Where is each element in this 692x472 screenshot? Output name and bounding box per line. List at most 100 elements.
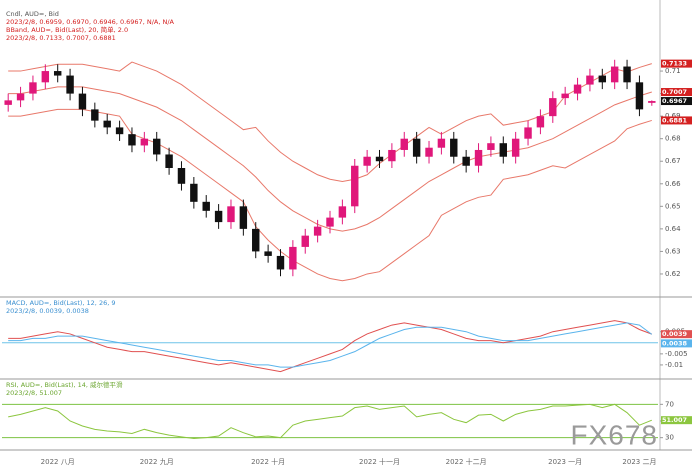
candle-body	[202, 201, 210, 211]
candle-body	[549, 98, 557, 117]
value-tag-label: 0.6881	[662, 116, 688, 124]
value-tag-label: 0.6967	[662, 97, 687, 105]
candle-body	[635, 82, 644, 110]
y-tick-label: -0.01	[665, 361, 683, 369]
candle-body	[425, 147, 433, 157]
candle-body	[388, 149, 396, 162]
candle-body	[400, 138, 408, 150]
candle-body	[586, 75, 594, 85]
x-tick-label: 2023 一月	[548, 458, 582, 466]
value-tag-label: 51.007	[662, 416, 687, 424]
band-subtitle: 2023/2/8, 0.7133, 0.7007, 0.6881	[6, 34, 116, 42]
x-tick-label: 2022 十二月	[446, 457, 487, 466]
y-tick-label: 0.69	[665, 112, 681, 120]
value-tag	[661, 59, 692, 68]
candle-body	[276, 255, 285, 270]
y-tick-label: 0.65	[665, 202, 681, 210]
y-tick-label: 0.62	[665, 270, 681, 278]
series-line	[8, 403, 652, 440]
y-tick-label: -0.005	[665, 350, 688, 358]
candle-body	[648, 101, 656, 103]
candle-body	[462, 156, 470, 166]
candle-body	[190, 183, 198, 202]
series-line	[8, 108, 652, 282]
candle-body	[524, 127, 532, 139]
candle-body	[16, 93, 25, 101]
candle-body	[573, 84, 582, 94]
candle-body	[437, 138, 446, 148]
value-tag	[661, 88, 692, 97]
candle-body	[177, 168, 186, 184]
series-line	[8, 320, 652, 373]
candle-body	[511, 138, 520, 157]
candle-body	[301, 235, 309, 247]
candle-body	[598, 75, 607, 83]
candle-body	[326, 217, 334, 227]
candle-body	[103, 120, 111, 128]
candle-body	[474, 149, 483, 166]
x-tick-label: 2022 十一月	[359, 457, 400, 466]
value-tag	[661, 330, 692, 339]
watermark: FX678	[571, 419, 659, 450]
series-line	[8, 322, 653, 368]
candle-body	[66, 75, 74, 94]
candle-body	[536, 116, 545, 128]
value-tag-label: 0.7133	[662, 60, 687, 68]
candle-body	[338, 206, 347, 218]
y-tick-label: 30	[665, 434, 674, 442]
y-tick-label: 0.63	[665, 247, 681, 255]
candle-body	[375, 156, 384, 162]
candle-body	[363, 156, 371, 166]
candle-body	[499, 143, 507, 157]
value-tag	[661, 416, 692, 425]
candle-body	[91, 109, 99, 121]
value-tag-label: 0.0039	[662, 330, 688, 338]
candle-body	[264, 251, 272, 256]
y-tick-label: 0.66	[665, 180, 681, 188]
y-tick-label: 0.68	[665, 135, 681, 143]
value-tag-label: 0.0038	[662, 339, 688, 347]
x-tick-label: 2022 八月	[41, 458, 75, 466]
series-line	[8, 61, 652, 183]
candle-body	[153, 138, 161, 155]
x-tick-label: 2022 十月	[251, 457, 285, 466]
rsi-subtitle: 2023/2/8, 51.007	[6, 389, 62, 397]
band-title: BBand, AUD=, Bid(Last), 20, 简单, 2.0	[6, 25, 128, 34]
candle-body	[53, 71, 62, 76]
chart-title: Cndl, AUD=, Bid	[6, 10, 59, 18]
candle-body	[313, 226, 322, 236]
candle-body	[450, 138, 458, 157]
x-tick-label: 2022 九月	[140, 457, 174, 466]
candle-body	[289, 246, 297, 270]
value-tag-label: 0.7007	[662, 88, 687, 96]
macd-subtitle: 2023/2/8, 0.0039, 0.0038	[6, 307, 89, 315]
value-tag	[661, 339, 692, 348]
candle-body	[412, 138, 421, 157]
rsi-title: RSI, AUD=, Bid(Last), 14, 威尔德平滑	[6, 380, 123, 389]
value-tag	[661, 97, 692, 106]
candle-body	[41, 71, 50, 83]
chart-subtitle: 2023/2/8, 0.6959, 0.6970, 0.6946, 0.6967…	[6, 18, 175, 26]
candle-body	[561, 93, 569, 99]
candle-body	[165, 154, 173, 168]
candle-body	[239, 206, 248, 229]
candle-body	[4, 100, 12, 105]
y-tick-label: 0.71	[665, 67, 681, 75]
candle-body	[610, 66, 619, 83]
candle-body	[29, 82, 37, 94]
candle-body	[623, 66, 631, 83]
macd-title: MACD, AUD=, Bid(Last), 12, 26, 9	[6, 299, 115, 307]
candle-body	[227, 206, 235, 223]
x-tick-label: 2023 二月	[622, 458, 656, 466]
candle-body	[351, 165, 359, 207]
candle-body	[128, 134, 136, 146]
y-tick-label: 70	[665, 400, 674, 408]
candle-body	[252, 228, 260, 252]
candle-body	[115, 127, 124, 135]
candle-body	[140, 138, 149, 146]
candle-body	[78, 93, 87, 110]
y-tick-label: 0.64	[665, 225, 681, 233]
candle-body	[487, 143, 495, 150]
